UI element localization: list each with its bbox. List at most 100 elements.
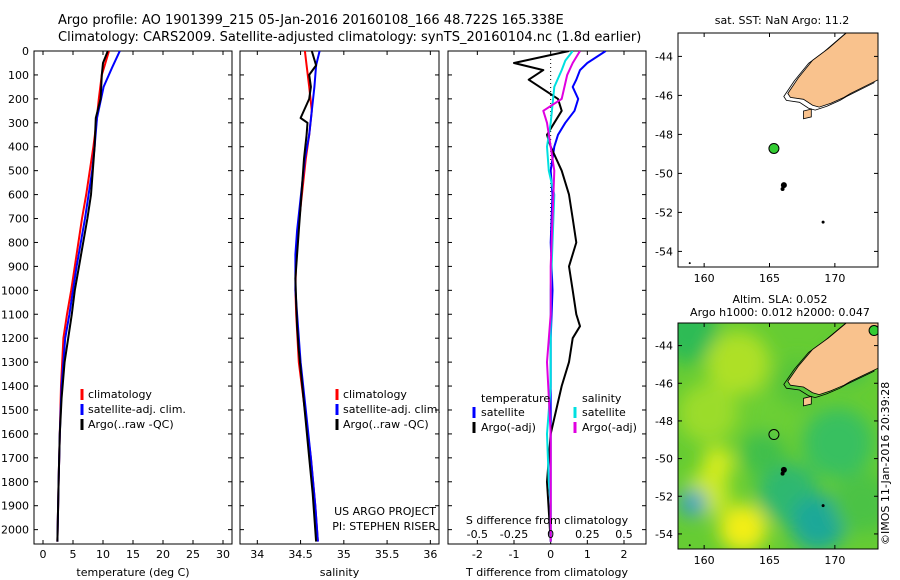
depth-tick-label: 900 (8, 260, 29, 273)
header-line-2: Climatology: CARS2009. Satellite-adjuste… (58, 30, 642, 45)
sub-antarctic-island (780, 471, 785, 476)
depth-tick-label: 1300 (1, 356, 29, 369)
lat-tick-label: -48 (655, 128, 673, 141)
legend-label: Argo(-adj) (481, 421, 536, 434)
sla-blob (833, 473, 878, 533)
x-axis-label: salinity (320, 566, 360, 579)
series-group (513, 51, 607, 544)
credit-label: ©IMOS 11-Jan-2016 20:39:28 (879, 382, 892, 545)
x-tick-label: 34.5 (288, 548, 313, 561)
legend-label: Argo(..raw -QC) (88, 418, 174, 431)
lat-tick-label: -48 (655, 415, 673, 428)
sub-antarctic-island (688, 544, 691, 547)
x-tick-label: 0 (40, 548, 47, 561)
panel-frame (239, 50, 440, 545)
map-frame (677, 322, 879, 550)
depth-tick-label: 300 (8, 117, 29, 130)
sla-map-panel: -44 -46 -48 -50 -52 -54 160 165 170 Altim. SLA: 0… (655, 293, 879, 567)
x-tick-label: 5 (70, 548, 77, 561)
x-tick-label: 35.5 (375, 548, 400, 561)
lat-tick-label: -54 (655, 528, 673, 541)
sla-blob (790, 495, 846, 549)
map-content (678, 323, 878, 549)
sla-blob (706, 331, 770, 395)
x-tick-label: 30 (216, 548, 230, 561)
depth-tick-label: 1400 (1, 380, 29, 393)
profile-panel-2: 34 34.5 35 35.5 36 salinity climatology satelli… (239, 50, 441, 579)
series-line (294, 51, 318, 542)
x-tick-label: 36 (423, 548, 437, 561)
sub-antarctic-island (688, 262, 691, 265)
series-group (294, 51, 321, 542)
sst-map-panel: -44 -46 -48 -50 -52 -54 160 165 170 sat. SST: NaN… (655, 14, 879, 285)
lon-tick-label: 160 (694, 554, 715, 567)
lon-tick-label: 165 (759, 554, 780, 567)
depth-tick-label: 1800 (1, 476, 29, 489)
x-tick-label: 25 (186, 548, 200, 561)
legend-label: satellite-adj. clim. (343, 403, 441, 416)
lon-tick-label: 160 (694, 272, 715, 285)
sla-field (678, 323, 878, 549)
legend-label: satellite (582, 406, 626, 419)
lat-tick-label: -44 (655, 50, 673, 63)
depth-tick-label: 700 (8, 213, 29, 226)
depth-tick-label: 1700 (1, 452, 29, 465)
sst-marker (868, 325, 878, 337)
x-tick-label: 35 (337, 548, 351, 561)
x-tick-label: 15 (126, 548, 140, 561)
lon-tick-label: 170 (824, 554, 845, 567)
depth-tick-label: 1500 (1, 404, 29, 417)
stewart-island (803, 108, 812, 120)
x-axis-label: temperature (deg C) (76, 566, 189, 579)
profile-panel-1: 0100200300400500600700800900100011001200… (1, 45, 233, 579)
sla-map-title-2: Argo h1000: 0.012 h2000: 0.047 (690, 306, 870, 319)
legend-title-salinity: salinity (582, 392, 622, 405)
depth-tick-label: 600 (8, 189, 29, 202)
x-tick-label: 10 (96, 548, 110, 561)
sub-antarctic-island (780, 182, 787, 189)
legend-title-temperature: temperature (481, 392, 550, 405)
legend-label: satellite (481, 406, 525, 419)
new-zealand-coast (787, 323, 878, 396)
sla-blob (679, 489, 707, 517)
x-tick-label: -2 (472, 548, 483, 561)
depth-tick-label: 2000 (1, 524, 29, 537)
panel-frame (33, 50, 233, 545)
sub-antarctic-island (821, 504, 825, 508)
series-group (56, 51, 121, 542)
depth-tick-label: 1000 (1, 284, 29, 297)
depth-tick-label: 100 (8, 69, 29, 82)
x-tick-label: 20 (156, 548, 170, 561)
depth-tick-label: 1100 (1, 308, 29, 321)
legend-label: Argo(..raw -QC) (343, 418, 429, 431)
lat-tick-label: -44 (655, 340, 673, 353)
sla-blob (741, 431, 785, 475)
sla-blob (719, 504, 767, 549)
lat-tick-label: -46 (655, 89, 673, 102)
lat-tick-label: -46 (655, 377, 673, 390)
lat-tick-label: -52 (655, 206, 673, 219)
lon-tick-label: 170 (824, 272, 845, 285)
top-tick-label: 0 (547, 528, 554, 541)
legend-label: satellite-adj. clim. (88, 403, 186, 416)
top-tick-label: 0.5 (615, 528, 633, 541)
top-tick-label: -0.5 (467, 528, 488, 541)
sub-antarctic-island (780, 466, 787, 473)
sub-antarctic-island (821, 220, 825, 224)
depth-tick-label: 1900 (1, 500, 29, 513)
depth-tick-label: 1600 (1, 428, 29, 441)
sla-map-title-1: Altim. SLA: 0.052 (732, 293, 827, 306)
argo-position-marker (768, 429, 780, 441)
series-line (294, 51, 321, 542)
map-frame (677, 32, 879, 268)
top-tick-label: -0.25 (500, 528, 528, 541)
legend-label: Argo(-adj) (582, 421, 637, 434)
project-note: US ARGO PROJECT (334, 505, 436, 518)
lat-tick-label: -50 (655, 453, 673, 466)
lat-tick-label: -50 (655, 167, 673, 180)
profile-panel-3: -2 -1 0 1 2 T difference from climatology temp… (447, 50, 647, 579)
depth-tick-label: 500 (8, 165, 29, 178)
top-tick-label: 0.25 (575, 528, 600, 541)
sst-map-title: sat. SST: NaN Argo: 11.2 (715, 14, 849, 27)
sla-blob (702, 447, 734, 479)
